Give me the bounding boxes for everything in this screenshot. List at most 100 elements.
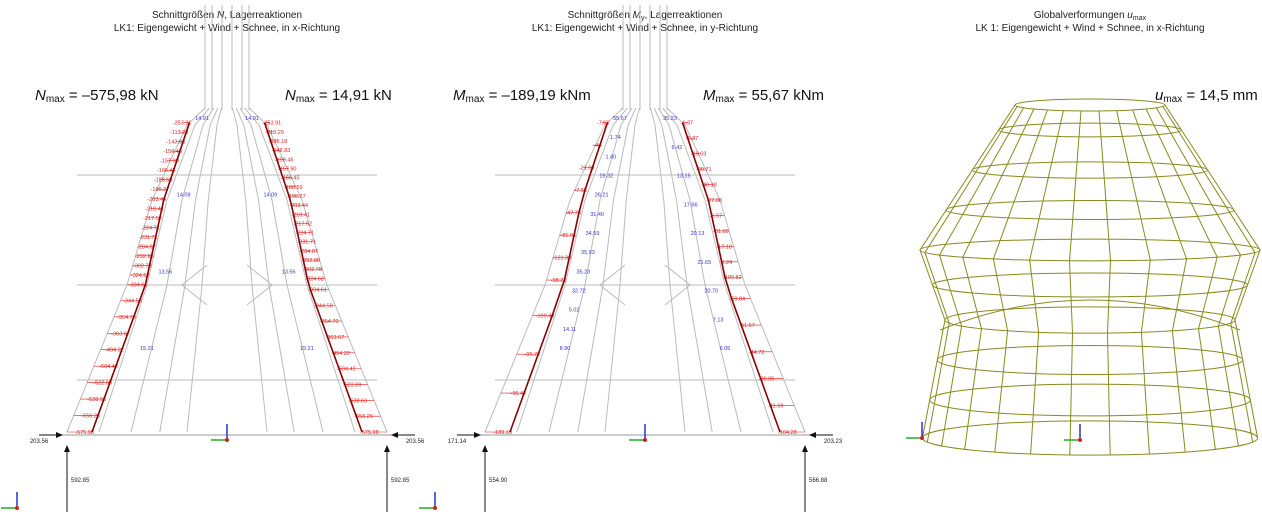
ring: [945, 307, 1235, 333]
max-sub: max: [1163, 94, 1182, 105]
title-part: Globalverformungen: [1034, 10, 1127, 21]
structure: [480, 5, 810, 435]
result-label: -104.28: [778, 430, 797, 436]
meridian: [1163, 106, 1255, 442]
max-symbol: N: [35, 87, 46, 104]
meridian: [1070, 111, 1082, 455]
panel-subtitle: LK 1: Eigengewicht + Wind + Schnee, in x…: [975, 23, 1204, 34]
origin: [643, 438, 647, 442]
inner-label: 13.56: [158, 269, 172, 275]
inner-label: 20.13: [691, 231, 705, 237]
arrow-head: [809, 432, 816, 438]
max-label: Mmax = 55,67 kNm: [703, 87, 824, 105]
max-label: umax = 14,5 mm: [1155, 87, 1258, 105]
reaction-label: 171.14: [448, 439, 467, 445]
panel-subtitle: LK1: Eigengewicht + Wind + Schnee, in y-…: [532, 23, 758, 34]
ring: [930, 384, 1251, 416]
inner-label: 8.90: [560, 346, 571, 352]
arrow-head: [802, 445, 808, 452]
origin: [15, 506, 19, 510]
inner-label: 35.93: [581, 250, 595, 256]
arrow-head: [474, 432, 481, 438]
meridian: [940, 108, 1024, 446]
panel-title: Schnittgrößen N, Lagerreaktionen: [152, 10, 302, 21]
max-sub: max: [466, 94, 485, 105]
inner-label: 1.40: [605, 154, 616, 160]
result-label: -189.19: [493, 430, 512, 436]
panel-title: Globalverformungen umax: [1034, 10, 1147, 22]
max-sub: max: [296, 94, 315, 105]
max-sub: max: [716, 94, 735, 105]
max-text: = –189,19 kNm: [484, 87, 590, 104]
reaction-label: 203.56: [406, 439, 425, 445]
page: Schnittgrößen N, LagerreaktionenLK1: Eig…: [0, 0, 1262, 512]
max-text: = –575,98 kN: [65, 87, 159, 104]
arrow-head: [64, 445, 70, 452]
meridian: [920, 105, 1015, 438]
inner-label: 14.91: [245, 116, 259, 122]
max-label: Nmax = –575,98 kN: [35, 87, 159, 105]
inner-label: 35.23: [576, 269, 590, 275]
bowl: [940, 300, 1240, 330]
reaction-label: 566.88: [809, 478, 828, 484]
deformed-shape: [920, 99, 1260, 455]
result-label: -575.98: [360, 430, 379, 436]
inner-label: 20.70: [704, 289, 718, 295]
inner-label: 15.21: [140, 346, 154, 352]
ring: [922, 421, 1257, 455]
reaction-label: 554.90: [489, 478, 508, 484]
meridian: [1133, 110, 1187, 452]
meridian: [993, 110, 1047, 452]
reaction-label: 592.85: [71, 478, 90, 484]
max-sub: max: [46, 94, 65, 105]
member: [485, 108, 623, 432]
origin: [920, 436, 924, 440]
ring: [1015, 99, 1165, 111]
inner-label: 1.74: [610, 135, 621, 141]
inner-label: 13.15: [677, 174, 691, 180]
inner-label: 5.02: [569, 308, 580, 314]
inner-label: 17.66: [684, 202, 698, 208]
inner-label: 14.09: [177, 193, 191, 199]
inner-label: 21.65: [697, 260, 711, 266]
meridian: [925, 106, 1017, 442]
member: [663, 108, 773, 432]
inner-label: 15.21: [300, 346, 314, 352]
max-text: = 55,67 kNm: [734, 87, 824, 104]
inner-label: 19.32: [599, 174, 613, 180]
arrow-head: [56, 432, 63, 438]
origin: [1078, 438, 1082, 442]
member: [67, 108, 205, 432]
reaction-label: 203.56: [30, 439, 49, 445]
inner-label: 14.09: [263, 193, 277, 199]
ring: [937, 346, 1242, 375]
title-part: , Lagerreaktionen: [645, 10, 723, 21]
meridian: [1146, 109, 1217, 449]
max-symbol: N: [285, 87, 296, 104]
inner-label: 13.56: [282, 269, 296, 275]
arrow-head: [482, 445, 488, 452]
inner-label: 14.11: [563, 327, 576, 333]
max-text: = 14,91 kN: [315, 87, 392, 104]
meridian: [1156, 108, 1240, 446]
inner-label: 35.23: [663, 116, 677, 122]
inner-label: 6.42: [672, 145, 683, 151]
meridian: [963, 109, 1034, 449]
inner-label: 14.91: [195, 116, 209, 122]
origin: [433, 506, 437, 510]
max-label: Nmax = 14,91 kN: [285, 87, 392, 105]
title-part: Schnittgrößen: [152, 10, 217, 21]
inner-label: 7.13: [713, 317, 724, 323]
reaction-label: 592.85: [391, 478, 410, 484]
panel-title: Schnittgrößen My, Lagerreaktionen: [568, 10, 723, 22]
ring: [946, 201, 1234, 220]
inner-label: 26.21: [595, 193, 609, 199]
inner-label: 32.72: [572, 289, 586, 295]
inner-label: 55.67: [613, 116, 627, 122]
origin: [225, 438, 229, 442]
max-label: Mmax = –189,19 kNm: [453, 87, 591, 105]
meridian: [1099, 111, 1111, 455]
ring: [920, 239, 1260, 261]
diagram-canvas: Schnittgrößen N, LagerreaktionenLK1: Eig…: [0, 0, 1262, 512]
inner-label: 34.59: [586, 231, 600, 237]
